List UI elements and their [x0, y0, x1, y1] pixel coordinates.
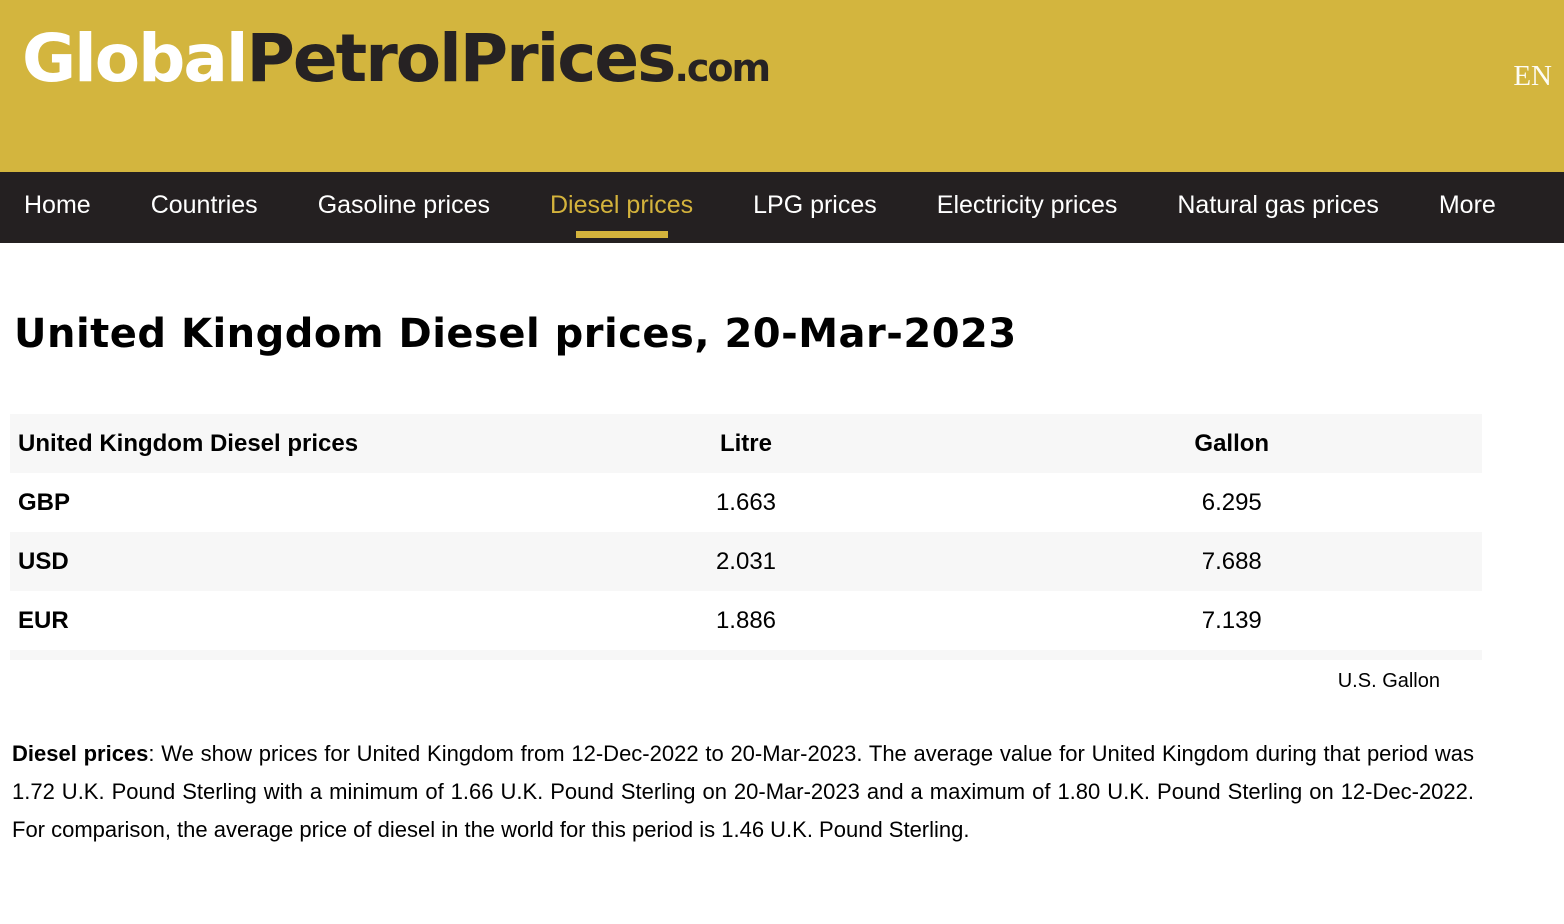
active-tab-underline [575, 231, 668, 238]
table-header-litre: Litre [719, 429, 772, 457]
usd-gallon-value: 7.688 [1201, 547, 1262, 575]
gallon-unit-footnote: U.S. Gallon [1337, 670, 1440, 692]
table-row-gbp: GBP 1.663 6.295 [10, 473, 1482, 532]
table-header-row: United Kingdom Diesel prices Litre Gallo… [10, 414, 1482, 473]
language-selector[interactable]: EN [1513, 60, 1552, 92]
description-lead: Diesel prices [12, 741, 149, 766]
nav-item-diesel-prices-label: Diesel prices [550, 191, 694, 219]
usd-litre-value: 2.031 [715, 547, 777, 575]
main-navbar: Home Countries Gasoline prices Diesel pr… [0, 172, 1564, 243]
currency-label-gbp: GBP [18, 488, 71, 516]
nav-item-home[interactable]: Home [24, 191, 91, 219]
nav-item-gasoline-prices[interactable]: Gasoline prices [317, 191, 490, 219]
logo-text-com: .com [674, 46, 771, 90]
currency-label-eur: EUR [18, 606, 69, 634]
site-logo[interactable]: GlobalPetrolPrices.com [22, 26, 771, 92]
description-body: : We show prices for United Kingdom from… [12, 741, 1474, 842]
nav-item-diesel-prices[interactable]: Diesel prices [550, 175, 693, 240]
table-header-label: United Kingdom Diesel prices [18, 429, 359, 457]
main-content: United Kingdom Diesel prices, 20-Mar-202… [0, 311, 1564, 849]
diesel-price-table: United Kingdom Diesel prices Litre Gallo… [10, 414, 1482, 650]
nav-item-natural-gas-prices[interactable]: Natural gas prices [1177, 191, 1379, 219]
table-row-usd: USD 2.031 7.688 [10, 532, 1482, 591]
logo-text-petrolprices: PetrolPrices [246, 20, 677, 97]
gbp-gallon-value: 6.295 [1201, 488, 1262, 516]
logo-text-global: Global [22, 20, 249, 97]
nav-item-electricity-prices[interactable]: Electricity prices [936, 191, 1118, 219]
diesel-prices-description: Diesel prices: We show prices for United… [12, 735, 1474, 849]
eur-gallon-value: 7.139 [1201, 606, 1262, 634]
table-row-eur: EUR 1.886 7.139 [10, 591, 1482, 650]
page-title: United Kingdom Diesel prices, 20-Mar-202… [14, 311, 1017, 357]
table-header-gallon: Gallon [1194, 429, 1270, 457]
gbp-litre-value: 1.663 [715, 488, 777, 516]
table-bottom-divider [10, 650, 1482, 660]
currency-label-usd: USD [18, 547, 69, 575]
eur-litre-value: 1.886 [715, 606, 777, 634]
nav-item-countries[interactable]: Countries [150, 191, 258, 219]
site-header: GlobalPetrolPrices.com EN [0, 0, 1564, 172]
nav-item-lpg-prices[interactable]: LPG prices [753, 191, 877, 219]
nav-item-more[interactable]: More [1438, 191, 1496, 219]
